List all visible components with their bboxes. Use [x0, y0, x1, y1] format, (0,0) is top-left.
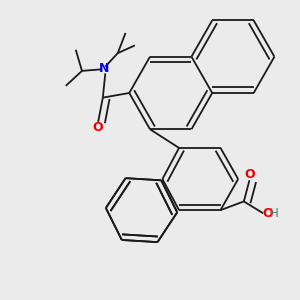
Text: O: O [244, 169, 255, 182]
Text: O: O [93, 121, 104, 134]
Text: H: H [270, 207, 279, 220]
Text: O: O [262, 207, 273, 220]
Text: N: N [99, 62, 110, 75]
